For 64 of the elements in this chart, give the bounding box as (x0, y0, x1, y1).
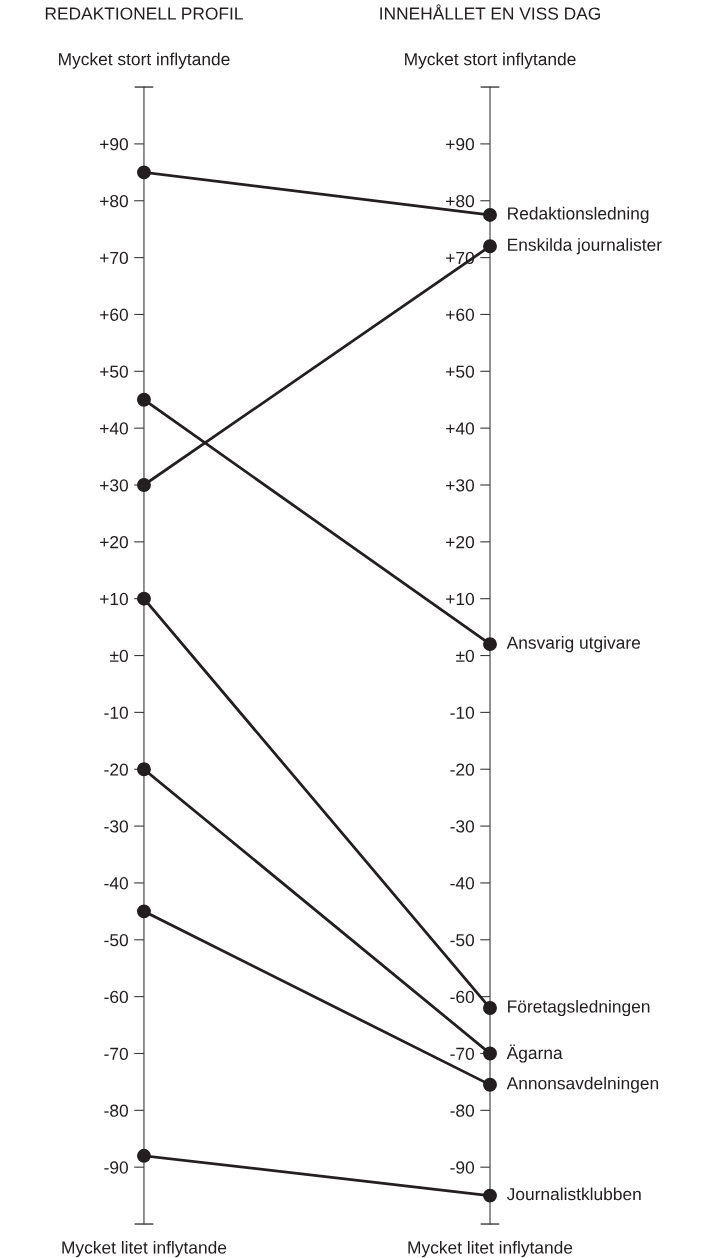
y-tick-label: -60 (104, 990, 128, 1004)
point (483, 208, 497, 222)
y-tick-label: +60 (100, 308, 128, 321)
series-label: Journalistklubben (506, 1187, 641, 1201)
text: Mycket litet inflytande (62, 1240, 227, 1258)
text: -50 (450, 933, 475, 947)
y-tick-label: -20 (104, 763, 128, 776)
point (137, 1148, 151, 1163)
text: Mycket stort inflytande (59, 52, 230, 69)
point (137, 904, 151, 919)
y-tick-label: -70 (104, 1047, 128, 1060)
series-label: Företagsledningen (508, 999, 650, 1017)
y-tick-label: +50 (100, 365, 128, 378)
series-label: Annonsavdelningen (506, 1076, 659, 1093)
y-tick-label: -90 (104, 1161, 128, 1174)
text: -60 (450, 990, 475, 1004)
y-tick-label: +80 (100, 194, 128, 208)
text: -40 (450, 877, 475, 890)
y-tick-label: +90 (100, 138, 128, 151)
y-tick-label: -40 (104, 877, 128, 890)
y-tick-label: -30 (104, 820, 128, 833)
point (137, 165, 151, 180)
point (483, 239, 497, 254)
point (137, 591, 151, 606)
point (483, 637, 497, 652)
y-tick-label: +10 (100, 592, 128, 606)
series-label: Ägarna (506, 1044, 563, 1063)
series-label: Ansvarig utgivare (506, 636, 641, 653)
point (137, 762, 151, 777)
text: -90 (450, 1161, 475, 1174)
text: +50 (446, 365, 475, 378)
text: +90 (446, 138, 475, 151)
series-label: Redaktionsledning (508, 206, 649, 224)
text: -10 (450, 706, 475, 719)
text: +20 (446, 536, 475, 549)
y-tick-label: +70 (100, 251, 128, 265)
text: +80 (446, 194, 475, 208)
text: +60 (446, 308, 475, 321)
text: +10 (446, 592, 475, 606)
y-tick-label: -10 (104, 706, 128, 719)
series-label: Enskilda journalister (508, 238, 662, 255)
text: +30 (446, 479, 475, 492)
point (483, 1001, 497, 1015)
text: -30 (450, 820, 475, 833)
x-tick-label: INNEHÅLLET EN VISS DAG (380, 4, 600, 20)
text: Mycket stort inflytande (405, 52, 576, 69)
text: +40 (446, 422, 475, 435)
text: -70 (450, 1047, 475, 1060)
point (483, 1188, 497, 1203)
point (137, 478, 151, 492)
text: ±0 (456, 649, 475, 663)
y-tick-label: ±0 (110, 649, 128, 663)
point (483, 1077, 497, 1092)
y-tick-label: +30 (100, 479, 128, 492)
text: Mycket litet inflytande (408, 1240, 573, 1258)
point (137, 392, 151, 407)
text: -20 (450, 763, 475, 776)
x-tick-label: REDAKTIONELL PROFIL (45, 7, 243, 20)
y-tick-label: +40 (100, 422, 128, 435)
y-tick-label: -80 (104, 1104, 128, 1117)
y-tick-label: +20 (100, 536, 128, 549)
y-tick-label: -50 (104, 933, 128, 947)
text: -80 (450, 1104, 475, 1117)
point (483, 1046, 497, 1061)
